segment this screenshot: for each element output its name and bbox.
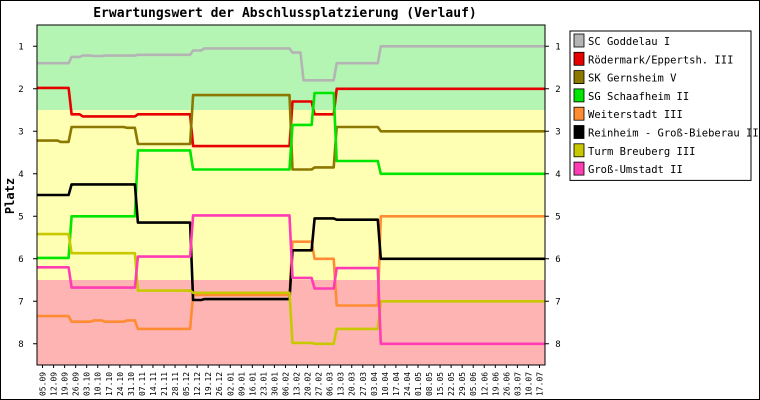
x-tick-label: 03.10 <box>83 372 92 396</box>
y-tick-label-left: 8 <box>18 340 23 350</box>
x-tick-label: 17.04 <box>392 372 401 396</box>
series-line-6 <box>37 183 545 302</box>
x-tick-label: 05.09 <box>39 372 48 396</box>
x-tick-label: 14.11 <box>149 372 158 396</box>
legend-swatch-3 <box>573 70 585 84</box>
x-tick-label: 13.03 <box>337 372 346 396</box>
zone-band-1 <box>37 25 545 110</box>
x-tick-label: 05.12 <box>182 372 191 396</box>
legend: SC Goddelau I Rödermark/Eppertsh. III SK G… <box>569 30 759 181</box>
x-tick-label: 19.06 <box>491 372 500 396</box>
plot-frame <box>36 24 546 366</box>
legend-label-8: Groß-Umstadt II <box>588 164 683 176</box>
x-tick-label: 22.05 <box>447 372 456 396</box>
x-tick-label: 03.04 <box>370 372 379 396</box>
x-tick-label: 26.06 <box>502 372 511 396</box>
x-tick-label: 17.07 <box>535 372 544 396</box>
x-tick-label: 08.05 <box>425 372 434 396</box>
x-tick-label: 05.06 <box>469 372 478 396</box>
legend-label-7: Turm Breuberg III <box>588 146 695 158</box>
x-tick-label: 10.10 <box>94 372 103 396</box>
x-tick-label: 09.01 <box>237 372 246 396</box>
x-tick-label: 12.09 <box>50 372 59 396</box>
x-tick-label: 20.02 <box>304 372 313 396</box>
y-tick-label-left: 3 <box>18 127 23 137</box>
legend-swatch-6 <box>573 125 585 139</box>
x-tick-label: 23.01 <box>259 372 268 396</box>
y-tick-label-right: 8 <box>555 340 560 350</box>
x-tick-label: 16.01 <box>248 372 257 396</box>
y-tick-label-right: 6 <box>555 255 560 265</box>
x-tick-label: 03.07 <box>513 372 522 396</box>
y-tick-label-left: 7 <box>18 297 23 307</box>
legend-label-6: Reinheim - Groß-Bieberau II <box>588 128 759 140</box>
legend-swatch-8 <box>573 161 585 176</box>
legend-swatch-7 <box>573 143 585 158</box>
x-tick-label: 01.05 <box>414 372 423 396</box>
y-tick-label-left: 5 <box>18 212 23 222</box>
x-tick-label: 27.02 <box>315 372 324 396</box>
x-tick-label: 17.10 <box>105 372 114 396</box>
x-tick-label: 15.05 <box>436 372 445 396</box>
y-axis: 1 1 2 2 3 3 4 4 5 5 6 6 7 7 8 8 <box>18 42 560 350</box>
x-tick-label: 12.06 <box>480 372 489 396</box>
x-tick-label: 21.11 <box>160 372 169 396</box>
legend-box <box>569 30 752 181</box>
legend-swatch-5 <box>573 106 585 121</box>
y-tick-label-right: 1 <box>555 42 560 52</box>
y-axis-label: Platz <box>3 178 17 214</box>
x-tick-label: 27.03 <box>359 372 368 396</box>
y-tick-label-left: 1 <box>18 42 23 52</box>
x-tick-label: 10.07 <box>524 372 533 396</box>
x-tick-label: 13.02 <box>293 372 302 396</box>
y-tick-label-left: 4 <box>18 170 23 180</box>
x-tick-label: 26.12 <box>215 372 224 396</box>
y-tick-label-right: 5 <box>555 212 560 222</box>
y-tick-label-left: 2 <box>18 85 23 95</box>
legend-label-2: Rödermark/Eppertsh. III <box>588 54 733 66</box>
x-tick-label: 29.05 <box>458 372 467 396</box>
y-tick-label-right: 2 <box>555 85 560 95</box>
x-tick-label: 07.11 <box>138 372 147 396</box>
series-line-4 <box>37 91 545 260</box>
x-tick-label: 24.04 <box>403 372 412 396</box>
x-tick-label: 19.12 <box>204 372 213 396</box>
series-line-1 <box>37 45 545 82</box>
series-line-8 <box>37 214 545 346</box>
y-tick-label-left: 6 <box>18 255 23 265</box>
x-tick-label: 28.11 <box>171 372 180 396</box>
x-tick-label: 06.02 <box>281 372 290 396</box>
x-tick-label: 12.12 <box>193 372 202 396</box>
x-tick-label: 19.09 <box>61 372 70 396</box>
y-tick-label-right: 4 <box>555 170 560 180</box>
legend-label-5: Weiterstadt III <box>588 109 683 121</box>
legend-swatch-4 <box>573 88 585 103</box>
legend-swatch-1 <box>573 33 585 48</box>
legend-label-1: SC Goddelau I <box>588 36 670 48</box>
x-tick-label: 24.10 <box>116 372 125 396</box>
x-tick-label: 20.03 <box>348 372 357 396</box>
x-tick-label: 30.01 <box>270 372 279 396</box>
legend-label-3: SK Gernsheim V <box>588 73 677 85</box>
legend-label-4: SG Schaafheim II <box>588 91 689 103</box>
x-axis: 05.09 12.09 19.09 26.09 03.10 10.10 17.10 24.10… <box>39 365 544 396</box>
x-tick-label: 06.03 <box>326 372 335 396</box>
series-line-7 <box>37 232 545 346</box>
x-tick-label: 10.04 <box>381 372 390 396</box>
x-tick-label: 26.09 <box>72 372 81 396</box>
y-tick-label-right: 7 <box>555 297 560 307</box>
y-tick-label-right: 3 <box>555 127 560 137</box>
x-tick-label: 02.01 <box>226 372 235 396</box>
legend-swatch-2 <box>573 51 585 66</box>
series-lines <box>37 45 545 346</box>
x-tick-label: 31.10 <box>127 372 136 396</box>
chart-title: Erwartungswert der Abschlussplatzierung … <box>93 6 477 21</box>
